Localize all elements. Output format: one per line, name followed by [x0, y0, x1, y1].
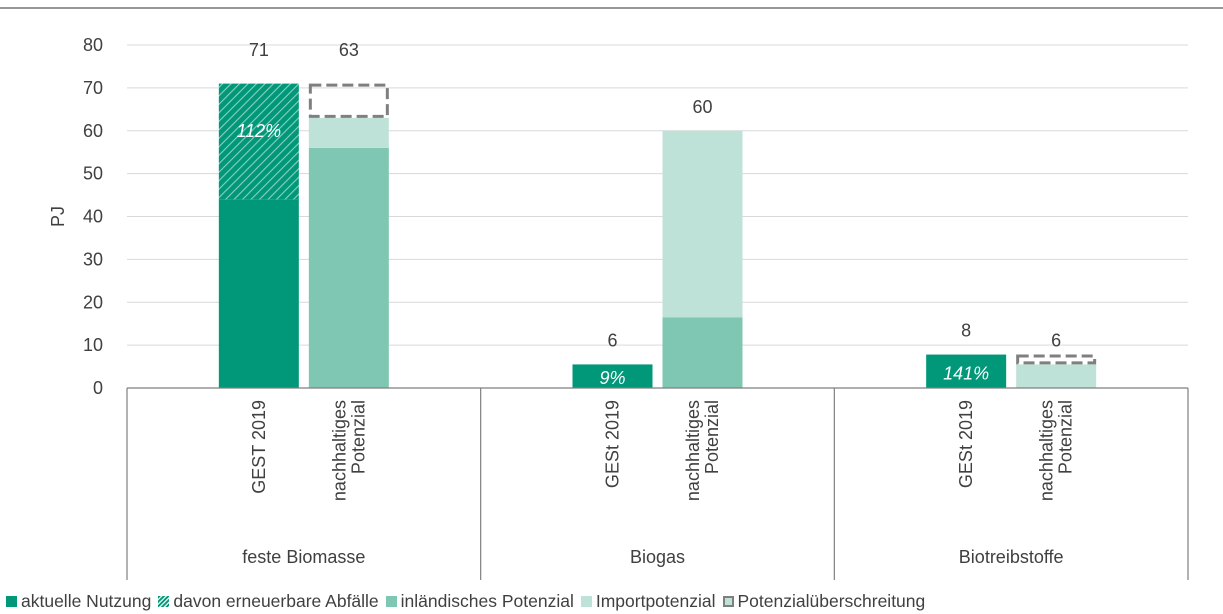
bar-segment: [1016, 364, 1097, 388]
total-label: 6: [607, 330, 617, 350]
percent-label: 141%: [943, 363, 989, 383]
bar-segment: [218, 199, 299, 388]
group-label: Biogas: [630, 547, 685, 567]
y-tick-label: 20: [83, 292, 103, 312]
x-category-label: GESt 2019: [956, 400, 976, 488]
total-label: 63: [339, 40, 359, 60]
bar-segment: [572, 364, 653, 388]
y-tick-label: 80: [83, 35, 103, 55]
legend-item: Potenzialüberschreitung: [722, 590, 926, 612]
legend-swatch: [6, 595, 17, 607]
x-category-label: Potenzial: [1056, 400, 1076, 474]
bar-segment: [926, 354, 1007, 388]
y-tick-label: 0: [93, 378, 103, 398]
total-label: 60: [692, 97, 712, 117]
legend-swatch: [385, 595, 397, 607]
bar-segment: [308, 117, 389, 148]
y-tick-label: 60: [83, 121, 103, 141]
x-category-label: nachhaltiges: [329, 400, 349, 501]
y-tick-label: 50: [83, 164, 103, 184]
x-category-label: GEST 2019: [249, 400, 269, 494]
chart-legend: aktuelle Nutzung davon erneuerbare Abfäll…: [6, 590, 925, 612]
legend-label: Potenzialüberschreitung: [737, 590, 926, 611]
bar-chart: 0 10 20 30 40 50 60 70 80 PJ feste Biomasse 71 112% G…: [0, 7, 1223, 580]
x-category-label: nachhaltiges: [683, 400, 703, 501]
legend-item: Importpotenzial: [580, 590, 716, 612]
bar-segment: [662, 317, 743, 388]
percent-label: 112%: [236, 121, 281, 141]
percent-label: 9%: [599, 368, 625, 388]
group-label: feste Biomasse: [242, 547, 365, 567]
legend-item: inländisches Potenzial: [385, 590, 574, 612]
exceedance-box: [1016, 354, 1097, 365]
total-label: 71: [249, 40, 269, 60]
legend-swatch: [158, 595, 170, 607]
x-category-label: nachhaltiges: [1037, 400, 1057, 501]
y-tick-label: 10: [83, 335, 103, 355]
legend-item: davon erneuerbare Abfälle: [158, 590, 379, 612]
total-label: 8: [961, 321, 971, 341]
legend-item: aktuelle Nutzung: [6, 591, 151, 612]
exceedance-box: [308, 83, 389, 118]
y-tick-label: 30: [83, 249, 103, 269]
legend-swatch: [580, 595, 592, 607]
x-category-label: Potenzial: [348, 400, 368, 474]
legend-label: aktuelle Nutzung: [21, 590, 152, 611]
group-label: Biotreibstoffe: [959, 547, 1064, 567]
y-tick-label: 40: [83, 207, 103, 227]
bar-segment: [662, 130, 743, 318]
bar-segment: [218, 83, 299, 200]
y-axis-label: PJ: [48, 206, 68, 227]
y-tick-label: 70: [83, 78, 103, 98]
bar-segment: [308, 147, 389, 388]
x-category-label: GESt 2019: [603, 400, 623, 488]
legend-label: Importpotenzial: [595, 590, 716, 611]
legend-label: davon erneuerbare Abfälle: [173, 590, 379, 611]
legend-swatch: [722, 595, 734, 607]
legend-label: inländisches Potenzial: [400, 590, 574, 611]
total-label: 6: [1051, 330, 1061, 350]
x-category-label: Potenzial: [702, 400, 722, 474]
